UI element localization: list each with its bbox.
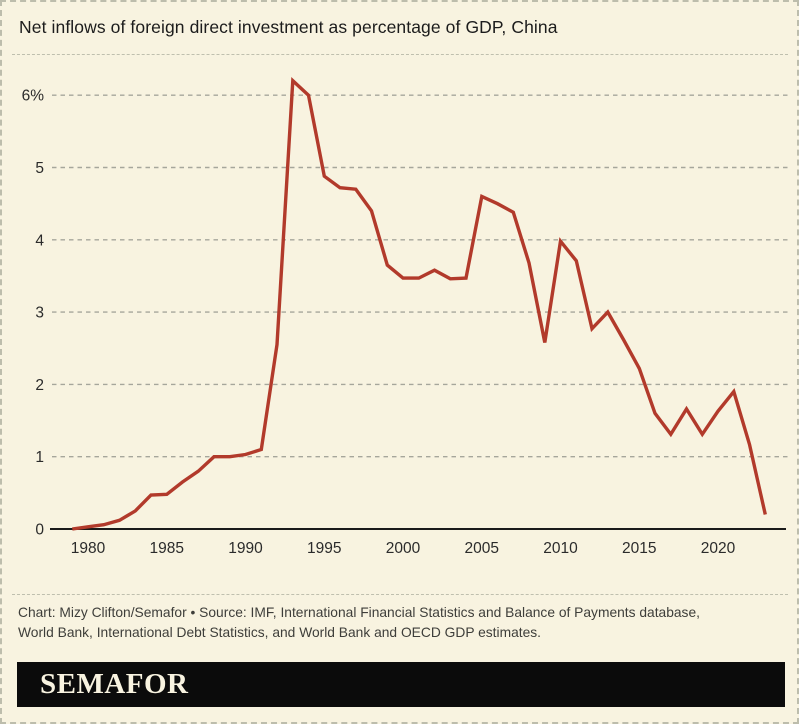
fdi-line xyxy=(72,77,767,531)
y-tick-label: 6% xyxy=(22,88,45,105)
semafor-logo: SEMAFOR xyxy=(40,668,189,700)
credit-line: World Bank, International Debt Statistic… xyxy=(18,624,541,640)
y-tick-label: 2 xyxy=(35,377,44,394)
x-tick-label: 1980 xyxy=(71,540,106,557)
divider xyxy=(12,594,788,595)
y-tick-label: 1 xyxy=(35,449,44,466)
chart-credit: Chart: Mizy Clifton/Semafor • Source: IM… xyxy=(18,603,783,643)
chart-title: Net inflows of foreign direct investment… xyxy=(19,17,558,37)
x-tick-label: 1995 xyxy=(307,540,341,557)
x-tick-label: 2020 xyxy=(701,540,736,557)
credit-line: Chart: Mizy Clifton/Semafor • Source: IM… xyxy=(18,605,700,620)
divider xyxy=(12,54,788,55)
x-tick-label: 2000 xyxy=(386,540,421,557)
brand-bar: SEMAFOR xyxy=(17,662,785,707)
x-tick-label: 2010 xyxy=(543,540,578,557)
y-tick-label: 0 xyxy=(35,522,44,539)
chart-svg: 0 1 2 3 4 5 6% 1980 1985 1990 1995 2000 2005 2010 2015… xyxy=(22,77,788,557)
x-tick-label: 1985 xyxy=(150,540,184,557)
y-tick-label: 3 xyxy=(35,305,44,322)
x-tick-label: 2015 xyxy=(622,540,656,557)
x-tick-label: 1990 xyxy=(228,540,263,557)
x-tick-label: 2005 xyxy=(465,540,499,557)
y-tick-label: 5 xyxy=(35,160,44,177)
y-tick-label: 4 xyxy=(35,232,44,249)
